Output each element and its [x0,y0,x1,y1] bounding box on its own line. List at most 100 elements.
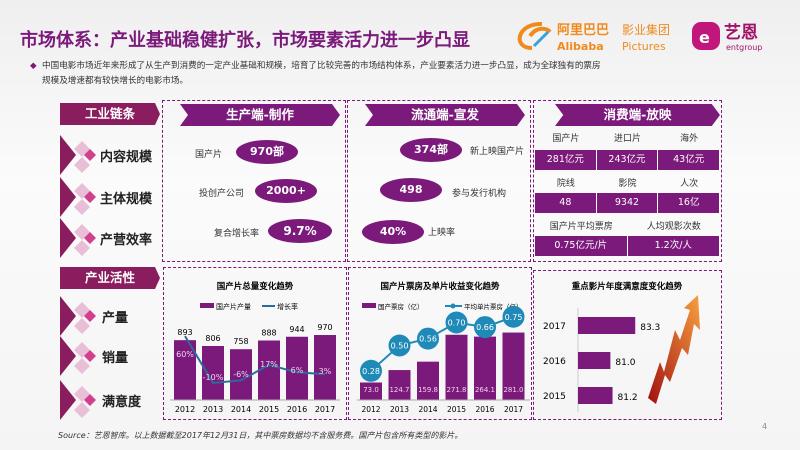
x-tick-label: 2014 [231,405,251,414]
stat-value: 243亿元 [596,150,659,170]
bar-label: 806 [205,334,220,343]
row-label: 销量 [102,351,129,366]
y-tick-label: 2016 [543,357,566,367]
legend-label: 增长率 [277,302,298,311]
svg-text:艺恩: 艺恩 [724,22,758,43]
diamond-arrow-icon [60,218,96,258]
svg-text:entgroup: entgroup [726,43,762,52]
line-marker [502,305,525,328]
line-label: 0.66 [476,323,494,332]
bar [578,317,636,334]
stat-heading: 人均观影次数 [646,222,701,232]
diamond-arrow-icon [60,336,96,376]
legend-swatch [362,303,376,308]
stat-heading: 人次 [680,179,699,189]
stat-value: 43亿元 [658,150,720,170]
chart1-panel [163,267,347,420]
bar-label: 893 [177,328,192,337]
bar [286,336,308,400]
bar-label: 83.3 [640,323,660,333]
chart3-panel [533,270,722,420]
bar-label: 124.7 [389,386,409,394]
line-label: 0.28 [362,367,380,376]
bar-label: 73.0 [363,386,379,394]
bar [502,332,525,400]
stat-heading: 国产片平均票房 [549,222,613,232]
svg-text:影业集团: 影业集团 [622,22,670,37]
legend-label: 国产片产量 [216,302,251,311]
x-tick-label: 2017 [504,405,523,414]
page-title: 市场体系：产业基础稳健扩张，市场要素活力进一步凸显 [20,30,470,51]
bar [314,335,336,400]
consumption-header: 消费端-放映 [555,104,720,126]
line-label: 0.56 [419,335,437,344]
legend-dot [450,303,456,309]
chart-title: 重点影片年度满意度变化趋势 [572,281,683,292]
diamond-arrow-icon [60,177,96,217]
y-tick-label: 2015 [543,392,566,402]
industry-chain-header: 工业链条 [60,103,160,125]
row-label: 产营效率 [100,233,153,248]
bar [258,340,280,400]
line-label: 3% [319,367,332,376]
x-tick-label: 2015 [447,405,466,414]
diamond-arrow-icon [60,135,96,175]
x-tick-label: 2013 [390,405,409,414]
bar-label: 888 [261,329,276,338]
consumption-panel [533,100,722,262]
line-label: 60% [176,350,194,359]
y-tick-label: 2017 [543,322,566,332]
line-marker [388,334,411,357]
diamond-arrow-icon [60,296,96,336]
production-value: 2000+ [255,179,317,203]
industry-vitality-header: 产业活性 [60,267,160,289]
production-label: 国产片 [195,150,223,160]
production-value: 970部 [236,140,298,164]
entgroup-logo: e 艺恩 entgroup [690,18,780,54]
svg-text:Alibaba: Alibaba [557,40,604,53]
row-label: 产量 [102,311,129,326]
stat-heading: 进口片 [613,134,641,144]
line-label: 0.70 [448,319,466,328]
distribution-label: 新上映国产片 [470,147,525,157]
x-tick-label: 2014 [418,405,437,414]
page-number: 4 [762,422,768,431]
bar [578,352,611,369]
distribution-panel [347,100,531,262]
legend-label: 平均单片票房（亿） [464,302,523,311]
svg-text:阿里巴巴: 阿里巴巴 [557,23,609,38]
stat-value: 281亿元 [535,150,597,170]
intro-text: 中国电影市场近年来形成了从生产到消费的一定产业基础和规模，培育了比较完善的市场结… [30,59,602,89]
chart-title: 国产片票房及单片收益变化趋势 [380,281,500,292]
x-tick-label: 2017 [315,405,335,414]
bar-label: 281.0 [503,386,523,394]
x-tick-label: 2015 [259,405,279,414]
distribution-value: 498 [380,178,442,202]
bar-label: 81.0 [615,358,635,368]
bar-label: 944 [289,325,304,334]
line-marker [417,327,439,350]
source-note: Source：艺恩智库。以上数据截至2017年12月31日，其中票房数据均不含服… [58,431,463,440]
line-label: -10% [203,373,224,382]
rising-arrow-icon [648,295,700,404]
bar-label: 159.8 [418,386,438,394]
stat-heading: 国产片 [552,134,580,144]
stat-value: 48 [535,193,597,213]
bar-label: 271.8 [446,386,466,394]
bar-label: 264.1 [475,386,495,394]
bar [445,334,468,400]
svg-text:Pictures: Pictures [622,40,666,53]
legend-label: 国产票房（亿） [378,302,424,311]
stat-value: 0.75亿元/片 [535,236,628,256]
x-tick-label: 2012 [361,405,380,414]
chart2-panel [348,267,532,420]
line-label: 17% [260,360,278,369]
distribution-value: 40% [362,220,424,244]
row-label: 主体规模 [100,192,153,207]
bar-label: 758 [233,337,248,346]
bar-label: 970 [317,323,332,332]
stat-heading: 影院 [618,179,637,189]
production-value: 9.7% [268,219,332,243]
stat-heading: 院线 [556,179,575,189]
